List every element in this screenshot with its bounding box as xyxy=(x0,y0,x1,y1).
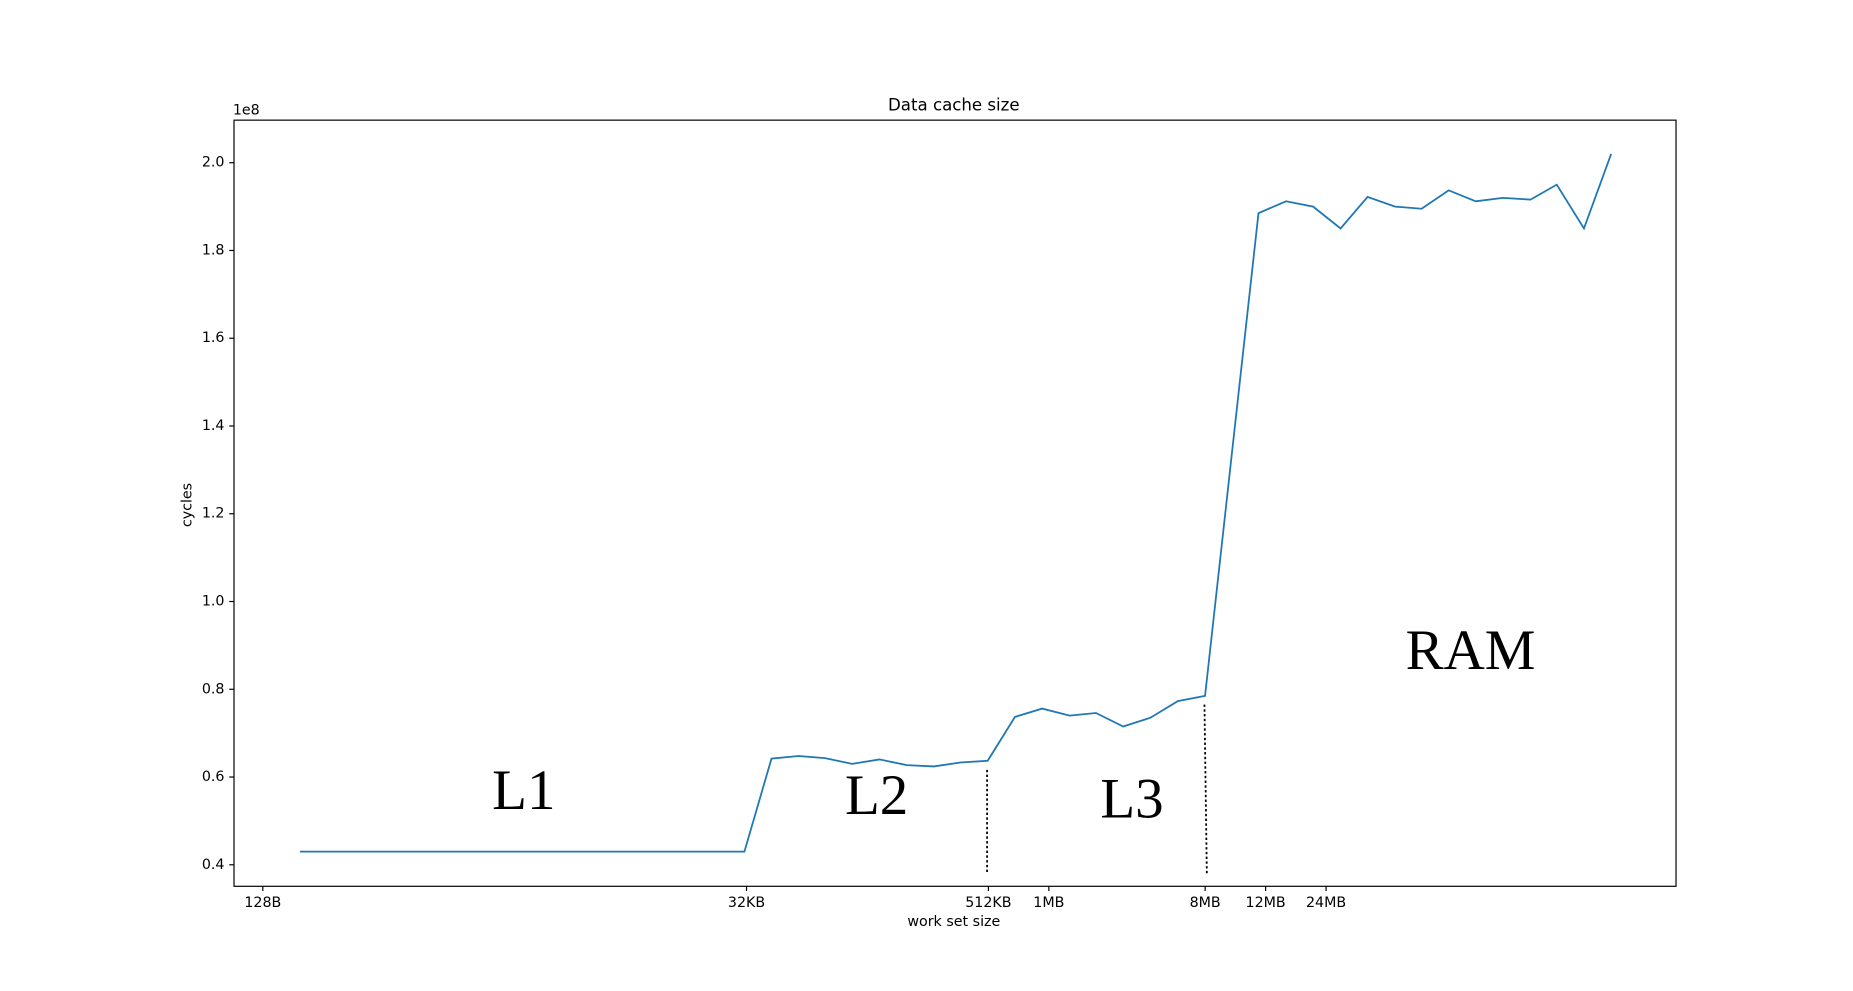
x-tick-label: 12MB xyxy=(1246,895,1286,911)
y-tick-label: 1.0 xyxy=(202,594,225,610)
y-tick-label: 1.6 xyxy=(202,330,225,346)
y-tick-label: 0.8 xyxy=(202,681,225,697)
annotation: L2 xyxy=(845,764,908,827)
x-axis-label: work set size xyxy=(907,914,1000,930)
y-tick-label: 1.8 xyxy=(202,242,225,258)
y-tick-label: 0.4 xyxy=(202,857,225,873)
y-tick-label: 2.0 xyxy=(202,155,225,171)
y-tick-label: 0.6 xyxy=(202,769,225,785)
annotation: RAM xyxy=(1406,619,1536,682)
x-tick-label: 512KB xyxy=(965,895,1011,911)
annotation: L1 xyxy=(492,759,555,822)
x-tick-label: 8MB xyxy=(1190,895,1221,911)
chart-title: Data cache size xyxy=(888,95,1020,114)
plot-frame xyxy=(233,119,1677,887)
y-offset-label: 1e8 xyxy=(233,103,260,119)
x-tick-label: 32KB xyxy=(728,895,765,911)
y-tick-label: 1.2 xyxy=(202,506,225,522)
x-tick-label: 1MB xyxy=(1033,895,1064,911)
y-axis-label: cycles xyxy=(180,483,196,527)
y-tick-label: 1.4 xyxy=(202,418,225,434)
x-tick-label: 24MB xyxy=(1306,895,1346,911)
boundary-line xyxy=(1203,704,1208,874)
annotation: L3 xyxy=(1100,767,1163,830)
x-tick-label: 128B xyxy=(244,895,281,911)
data-line xyxy=(299,153,1612,853)
